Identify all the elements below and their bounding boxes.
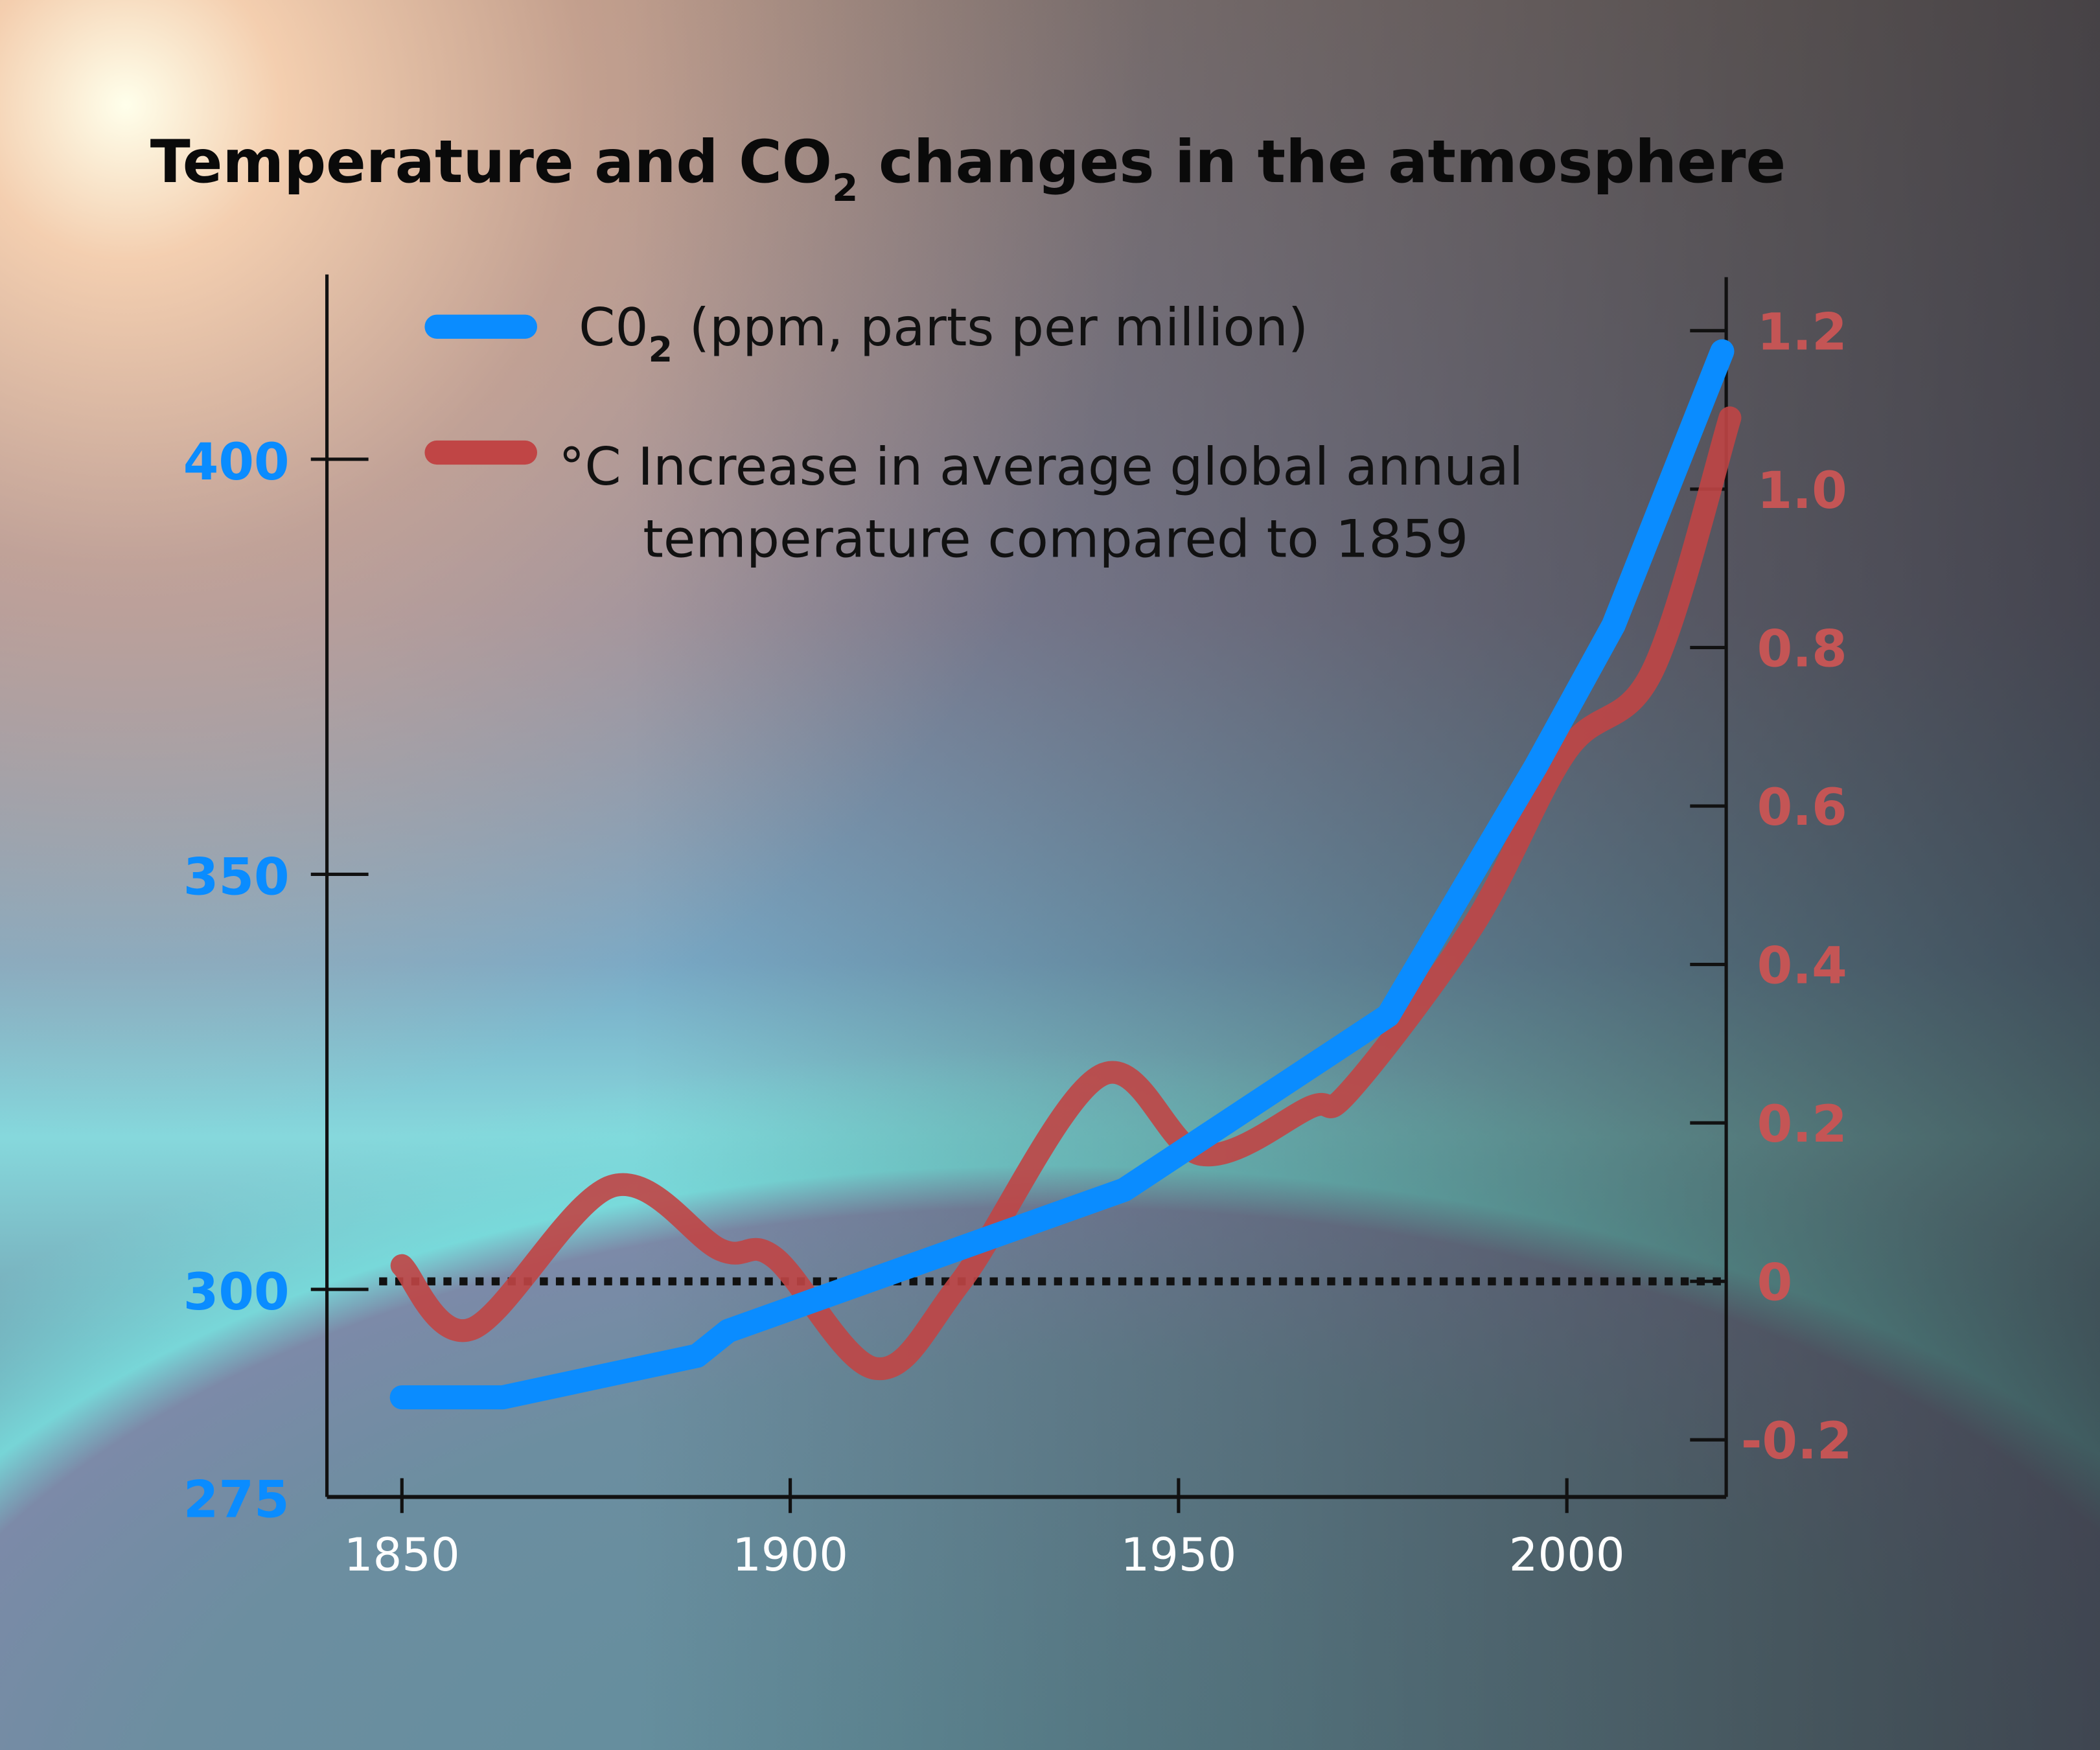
legend-temp-label-line2: temperature compared to 1859	[643, 509, 1468, 570]
left-tick-label: 400	[183, 432, 290, 492]
left-tick-label: 300	[183, 1262, 290, 1322]
right-tick-label: 0.8	[1757, 619, 1847, 678]
right-tick-label: 0.6	[1757, 777, 1847, 837]
legend-co2-label: C02 (ppm, parts per million)	[579, 297, 1308, 370]
right-tick-label: -0.2	[1741, 1411, 1852, 1471]
right-tick-label: 0.4	[1757, 936, 1847, 996]
temperature-series-line	[390, 406, 1742, 1381]
x-tick-label: 1900	[732, 1528, 848, 1582]
left-tick-label: 275	[183, 1469, 290, 1529]
right-tick-label: 1.0	[1757, 461, 1847, 520]
x-tick-label: 1850	[344, 1528, 460, 1582]
co2-series-line	[389, 339, 1735, 1410]
legend-temp-label-line1: °C Increase in average global annual	[559, 437, 1523, 498]
right-tick-label: 1.2	[1757, 302, 1847, 362]
right-tick-label: 0	[1757, 1253, 1793, 1313]
left-tick-label: 350	[183, 847, 290, 906]
x-tick-label: 2000	[1509, 1528, 1625, 1582]
x-tick-label: 1950	[1120, 1528, 1236, 1582]
chart-title: Temperature and CO2 changes in the atmos…	[150, 128, 1786, 210]
right-tick-label: 0.2	[1757, 1094, 1847, 1154]
